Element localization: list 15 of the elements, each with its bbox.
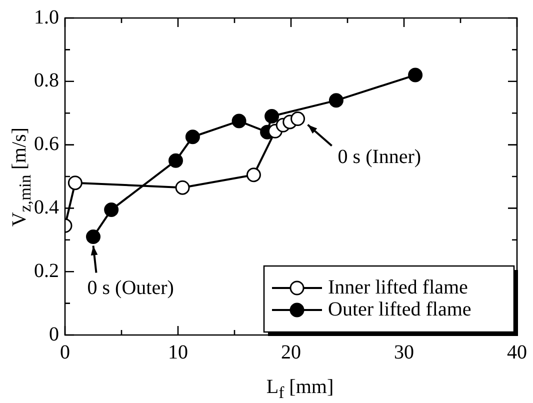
annotation: 0 s (Inner) xyxy=(338,146,422,168)
y-tick-label: 0.4 xyxy=(34,196,59,218)
y-tick-label: 1.0 xyxy=(34,6,59,28)
x-tick-label: 10 xyxy=(168,341,188,364)
legend-label: Inner lifted flame xyxy=(328,276,468,298)
y-tick-label: 0.6 xyxy=(34,133,59,156)
x-tick-label: 20 xyxy=(281,341,301,364)
x-tick-label: 40 xyxy=(507,341,527,364)
y-tick-label: 0.8 xyxy=(34,70,59,92)
y-tick-label: 0.2 xyxy=(34,260,59,282)
x-axis-title: L$_{f}$ [mm] xyxy=(266,376,334,403)
x-tick-label: 30 xyxy=(394,341,414,364)
y-tick-label: 0 xyxy=(49,323,59,346)
annotation: 0 s (Outer) xyxy=(87,276,174,299)
legend-label: Outer lifted flame xyxy=(328,298,472,320)
